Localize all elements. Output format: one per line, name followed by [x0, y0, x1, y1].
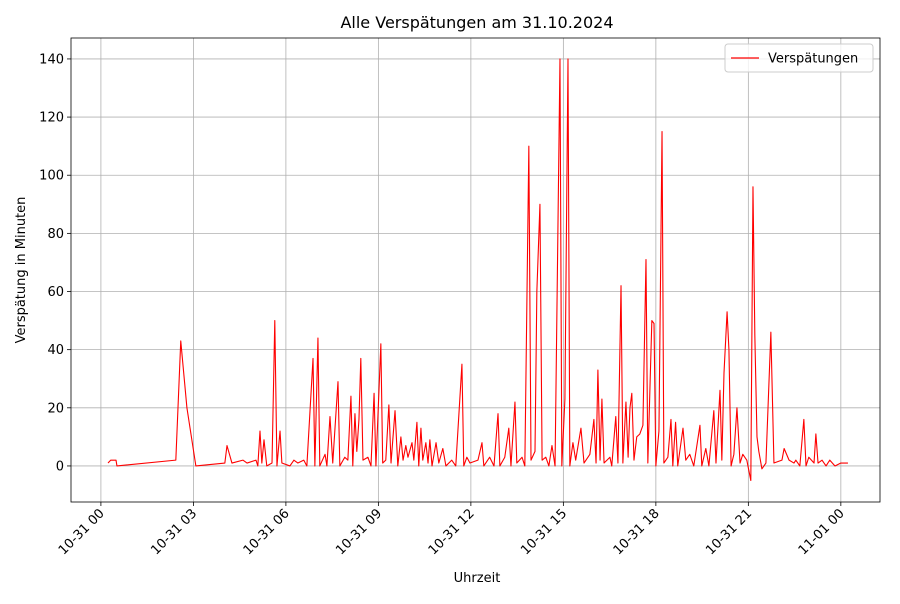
y-tick-label: 0	[56, 459, 64, 474]
y-tick-label: 120	[39, 111, 64, 126]
data-line	[107, 58, 848, 482]
legend-box	[724, 43, 874, 73]
y-tick-label: 60	[47, 285, 64, 300]
axes-frame	[70, 37, 881, 503]
y-tick-label: 80	[47, 227, 64, 242]
y-tick-label: 20	[47, 401, 64, 416]
x-axis-label: Uhrzeit	[454, 571, 501, 586]
chart-title: Alle Verspätungen am 31.10.2024	[340, 13, 613, 32]
y-tick-label: 100	[39, 169, 64, 184]
legend-label: Verspätungen	[768, 52, 858, 67]
y-tick-label: 140	[39, 52, 64, 67]
y-axis-label: Verspätung in Minuten	[14, 197, 29, 344]
y-tick-label: 40	[47, 343, 64, 358]
